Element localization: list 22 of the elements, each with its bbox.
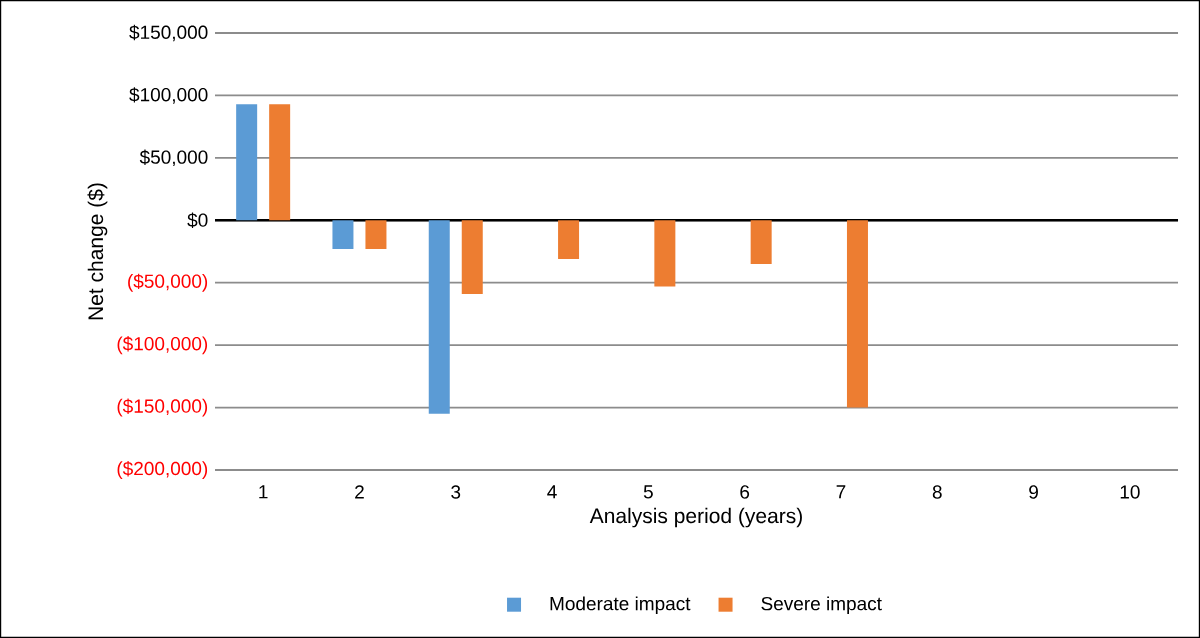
y-tick-label: $100,000 <box>129 87 208 104</box>
y-tick-label: $0 <box>187 212 208 228</box>
x-tick-label: 3 <box>451 485 461 499</box>
x-tick-label: 2 <box>355 485 364 499</box>
x-axis-title: Analysis period (years) <box>589 507 802 528</box>
legend-label: Moderate impact <box>550 596 691 615</box>
y-tick-label: ($150,000) <box>117 398 208 417</box>
x-tick-label: 9 <box>1029 485 1038 499</box>
y-tick-label: ($50,000) <box>128 273 208 292</box>
x-tick-label: 1 <box>259 485 268 499</box>
y-axis-title: Net change ($) <box>87 183 108 320</box>
x-tick-label: 7 <box>836 485 846 499</box>
x-tick-label: 8 <box>932 485 942 499</box>
y-tick-label: $150,000 <box>129 24 208 42</box>
x-tick-label: 10 <box>1120 485 1140 499</box>
y-tick-label: ($100,000) <box>117 336 208 355</box>
x-tick-label: 5 <box>643 485 653 499</box>
legend-label: Severe impact <box>761 596 882 615</box>
y-tick-label: ($200,000) <box>117 460 208 479</box>
x-tick-label: 6 <box>740 485 750 499</box>
y-tick-label: $50,000 <box>139 149 208 167</box>
x-tick-label: 4 <box>547 485 557 499</box>
